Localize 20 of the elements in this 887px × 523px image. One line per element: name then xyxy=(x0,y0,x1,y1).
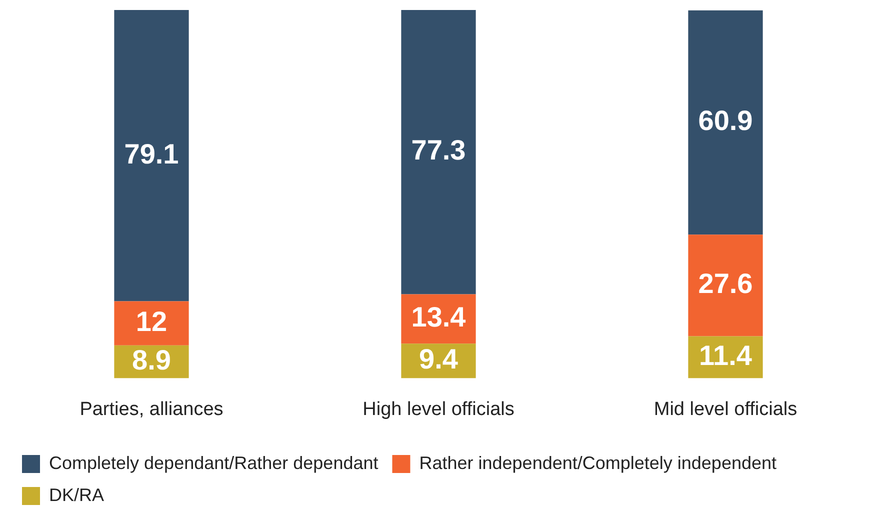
x-tick-label: High level officials xyxy=(362,398,514,420)
data-label: 12 xyxy=(136,306,168,338)
legend-label: Completely dependant/Rather dependant xyxy=(49,452,378,473)
bar xyxy=(688,10,763,235)
bar xyxy=(401,10,476,294)
legend-label: Rather independent/Completely independent xyxy=(419,452,777,473)
bar xyxy=(688,234,763,336)
data-label: 27.6 xyxy=(698,268,753,300)
legend-label: DK/RA xyxy=(49,484,104,505)
x-tick-label: Parties, alliances xyxy=(80,398,224,420)
data-label: 13.4 xyxy=(411,302,466,333)
data-label: 9.4 xyxy=(419,344,458,375)
bar xyxy=(114,10,189,302)
data-label: 79.1 xyxy=(124,138,179,170)
x-tick-label: Mid level officials xyxy=(654,398,798,420)
bar xyxy=(114,301,189,346)
data-label: 8.9 xyxy=(132,344,171,376)
data-label: 11.4 xyxy=(699,340,752,371)
data-label: 77.3 xyxy=(411,134,466,166)
data-label: 60.9 xyxy=(698,105,753,136)
